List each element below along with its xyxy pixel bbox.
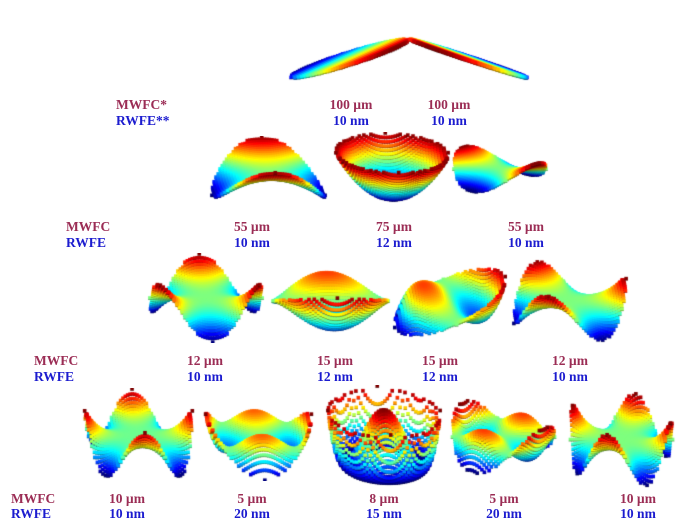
mode-mwfc-value: 8 µm xyxy=(369,491,399,506)
row-label-rwfe: RWFE xyxy=(11,506,52,521)
row-label-mwfc: MWFC xyxy=(66,219,111,234)
mode-rwfe-value: 10 nm xyxy=(620,506,656,521)
mode-mwfc-value: 10 µm xyxy=(109,491,145,506)
surface-trefoil-b xyxy=(509,258,631,344)
mode-rwfe-value: 10 nm xyxy=(333,113,369,128)
mode-rwfe-value: 20 nm xyxy=(234,506,270,521)
mode-mwfc-value: 100 µm xyxy=(329,97,373,112)
row-label-rwfe: RWFE** xyxy=(116,113,170,128)
row-label-mwfc: MWFC* xyxy=(116,97,167,112)
surface-trefoil-a xyxy=(145,253,267,343)
row-label-rwfe: RWFE xyxy=(66,235,107,250)
mode-rwfe-value: 10 nm xyxy=(552,369,588,384)
mode-mwfc-value: 12 µm xyxy=(552,353,588,368)
surface-coma-a xyxy=(268,251,393,351)
mode-rwfe-value: 10 nm xyxy=(109,506,145,521)
mode-mwfc-value: 100 µm xyxy=(427,97,471,112)
mode-mwfc-value: 10 µm xyxy=(620,491,656,506)
surface-astig-b xyxy=(450,143,550,195)
mode-mwfc-value: 55 µm xyxy=(508,219,544,234)
mode-mwfc-value: 75 µm xyxy=(376,219,412,234)
mode-rwfe-value: 10 nm xyxy=(508,235,544,250)
mode-mwfc-value: 55 µm xyxy=(234,219,270,234)
mode-mwfc-value: 12 µm xyxy=(187,353,223,368)
mode-mwfc-value: 5 µm xyxy=(237,491,267,506)
mode-mwfc-value: 15 µm xyxy=(422,353,458,368)
mode-mwfc-value: 5 µm xyxy=(489,491,519,506)
row-label-mwfc: MWFC xyxy=(11,491,56,506)
mode-rwfe-value: 12 nm xyxy=(422,369,458,384)
surface-sec-astig-a xyxy=(201,393,316,481)
surface-sec-astig-b xyxy=(448,396,559,478)
surface-quadrafoil-a xyxy=(80,388,197,483)
row-label-mwfc: MWFC xyxy=(34,353,79,368)
mode-rwfe-value: 12 nm xyxy=(317,369,353,384)
surface-astig-a xyxy=(207,136,330,214)
mode-rwfe-value: 20 nm xyxy=(486,506,522,521)
surface-defocus xyxy=(331,132,453,218)
row-label-rwfe: RWFE xyxy=(34,369,75,384)
mode-rwfe-value: 10 nm xyxy=(234,235,270,250)
surface-tilt-right xyxy=(405,8,532,109)
mode-rwfe-value: 15 nm xyxy=(366,506,402,521)
mode-mwfc-value: 15 µm xyxy=(317,353,353,368)
mode-rwfe-value: 10 nm xyxy=(187,369,223,384)
surface-spherical xyxy=(323,385,445,491)
surface-quadrafoil-b xyxy=(566,391,677,488)
surface-coma-b xyxy=(390,253,510,351)
surface-tilt-left xyxy=(286,8,413,109)
mode-rwfe-value: 12 nm xyxy=(376,235,412,250)
mode-rwfe-value: 10 nm xyxy=(431,113,467,128)
